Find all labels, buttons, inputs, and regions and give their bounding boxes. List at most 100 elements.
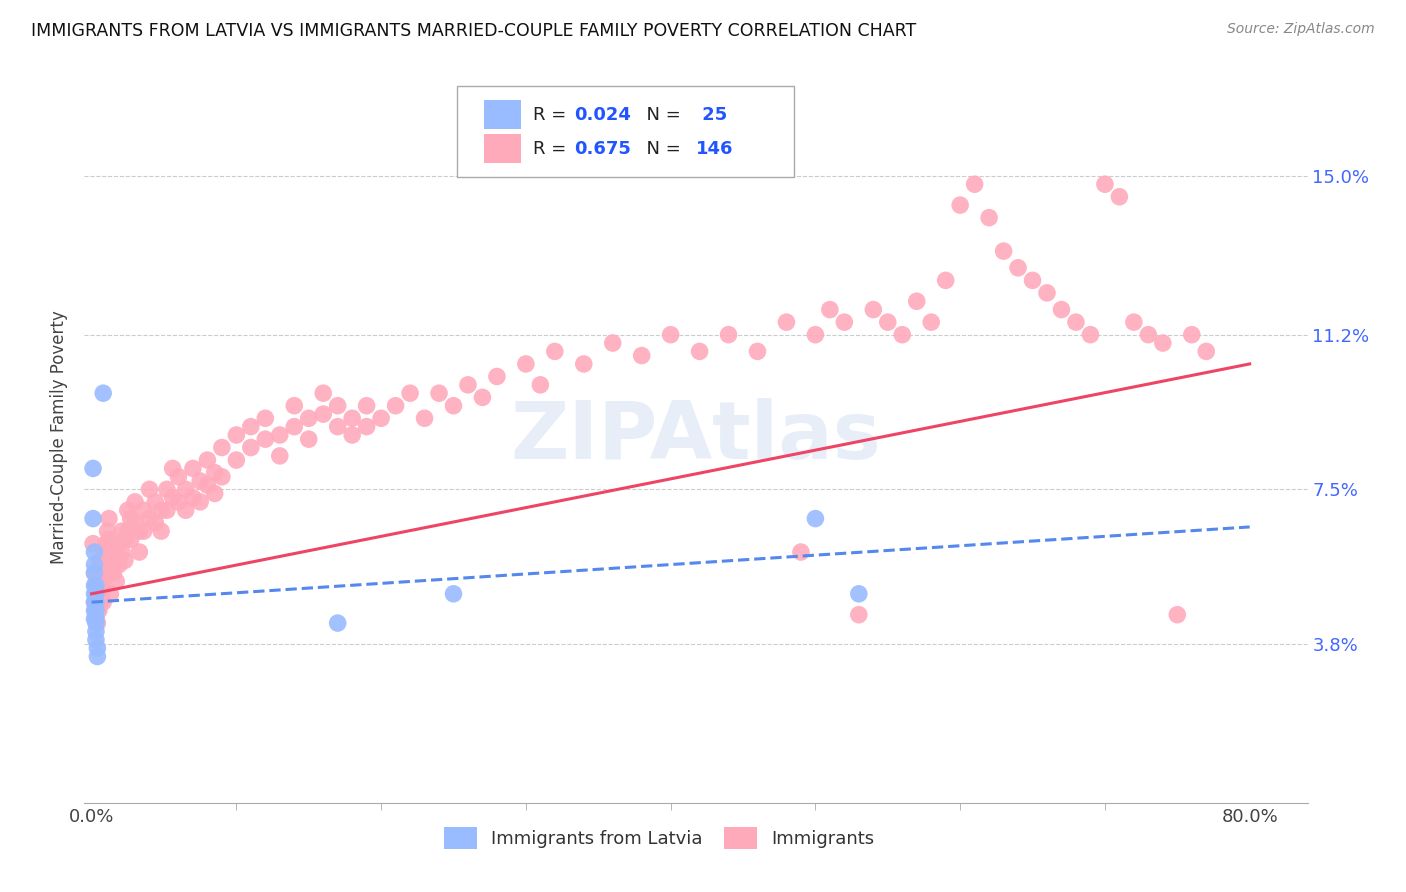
Point <box>84 603 107 617</box>
Point <box>84 578 107 592</box>
Point <box>86 587 108 601</box>
Point <box>384 399 406 413</box>
Point <box>630 349 652 363</box>
Point <box>108 536 131 550</box>
Point <box>94 536 117 550</box>
Point <box>120 533 142 547</box>
FancyBboxPatch shape <box>484 134 522 163</box>
Point <box>485 369 508 384</box>
Point <box>1036 285 1059 300</box>
Point <box>174 503 197 517</box>
Point <box>120 511 142 525</box>
Text: N =: N = <box>636 140 686 158</box>
Point <box>83 578 105 592</box>
Point <box>82 461 104 475</box>
Point <box>83 603 105 617</box>
Point <box>834 315 856 329</box>
Point <box>167 470 190 484</box>
FancyBboxPatch shape <box>484 100 522 129</box>
Point <box>790 545 813 559</box>
Point <box>83 566 105 580</box>
Point <box>105 553 128 567</box>
Point <box>848 587 870 601</box>
Point <box>1137 327 1160 342</box>
Point <box>399 386 422 401</box>
Point <box>188 495 211 509</box>
Point <box>111 545 134 559</box>
Point <box>117 503 139 517</box>
Point <box>515 357 537 371</box>
Text: R =: R = <box>533 106 572 124</box>
Point <box>87 603 110 617</box>
Point <box>124 495 146 509</box>
Point <box>891 327 914 342</box>
Point <box>1050 302 1073 317</box>
Point <box>143 495 166 509</box>
Point <box>83 545 105 559</box>
Point <box>1021 273 1043 287</box>
Point <box>977 211 1000 225</box>
Point <box>993 244 1015 258</box>
Point <box>356 399 378 413</box>
Point <box>254 432 277 446</box>
Point <box>457 377 479 392</box>
Point <box>188 474 211 488</box>
Point <box>100 566 122 580</box>
Point <box>920 315 942 329</box>
Y-axis label: Married-Couple Family Poverty: Married-Couple Family Poverty <box>51 310 69 564</box>
Point <box>124 516 146 530</box>
Point <box>689 344 711 359</box>
Point <box>83 595 105 609</box>
Point <box>128 524 150 538</box>
Point <box>204 486 226 500</box>
Point <box>413 411 436 425</box>
Point <box>197 478 219 492</box>
Text: ZIPAtlas: ZIPAtlas <box>510 398 882 476</box>
Point <box>326 419 349 434</box>
Point <box>312 386 335 401</box>
Point <box>326 399 349 413</box>
Point <box>143 516 166 530</box>
Point <box>239 419 262 434</box>
Point <box>91 574 114 589</box>
Point <box>1094 178 1116 192</box>
Point <box>89 595 111 609</box>
Point <box>1181 327 1204 342</box>
Point <box>96 545 118 559</box>
Point <box>427 386 450 401</box>
Point <box>1108 190 1130 204</box>
Point <box>211 441 233 455</box>
Point <box>82 511 104 525</box>
Point <box>239 441 262 455</box>
Point <box>98 511 121 525</box>
Point <box>804 327 827 342</box>
Point <box>105 574 128 589</box>
Point <box>269 428 291 442</box>
Point <box>225 453 247 467</box>
Point <box>1122 315 1144 329</box>
Point <box>1152 336 1174 351</box>
Point <box>370 411 392 425</box>
Point <box>128 545 150 559</box>
Point <box>818 302 841 317</box>
Point <box>103 545 125 559</box>
Point <box>91 595 114 609</box>
Point <box>98 533 121 547</box>
Point <box>156 503 179 517</box>
Point <box>1080 327 1102 342</box>
Point <box>1166 607 1188 622</box>
Point <box>84 578 107 592</box>
Point <box>89 578 111 592</box>
Point <box>86 649 108 664</box>
Point <box>298 411 321 425</box>
Point <box>254 411 277 425</box>
Point <box>93 566 115 580</box>
Point <box>326 616 349 631</box>
Point <box>114 553 136 567</box>
Point <box>963 178 986 192</box>
Point <box>138 483 160 497</box>
Point <box>443 399 465 413</box>
Point <box>340 428 363 442</box>
Text: 146: 146 <box>696 140 734 158</box>
Point <box>225 428 247 442</box>
